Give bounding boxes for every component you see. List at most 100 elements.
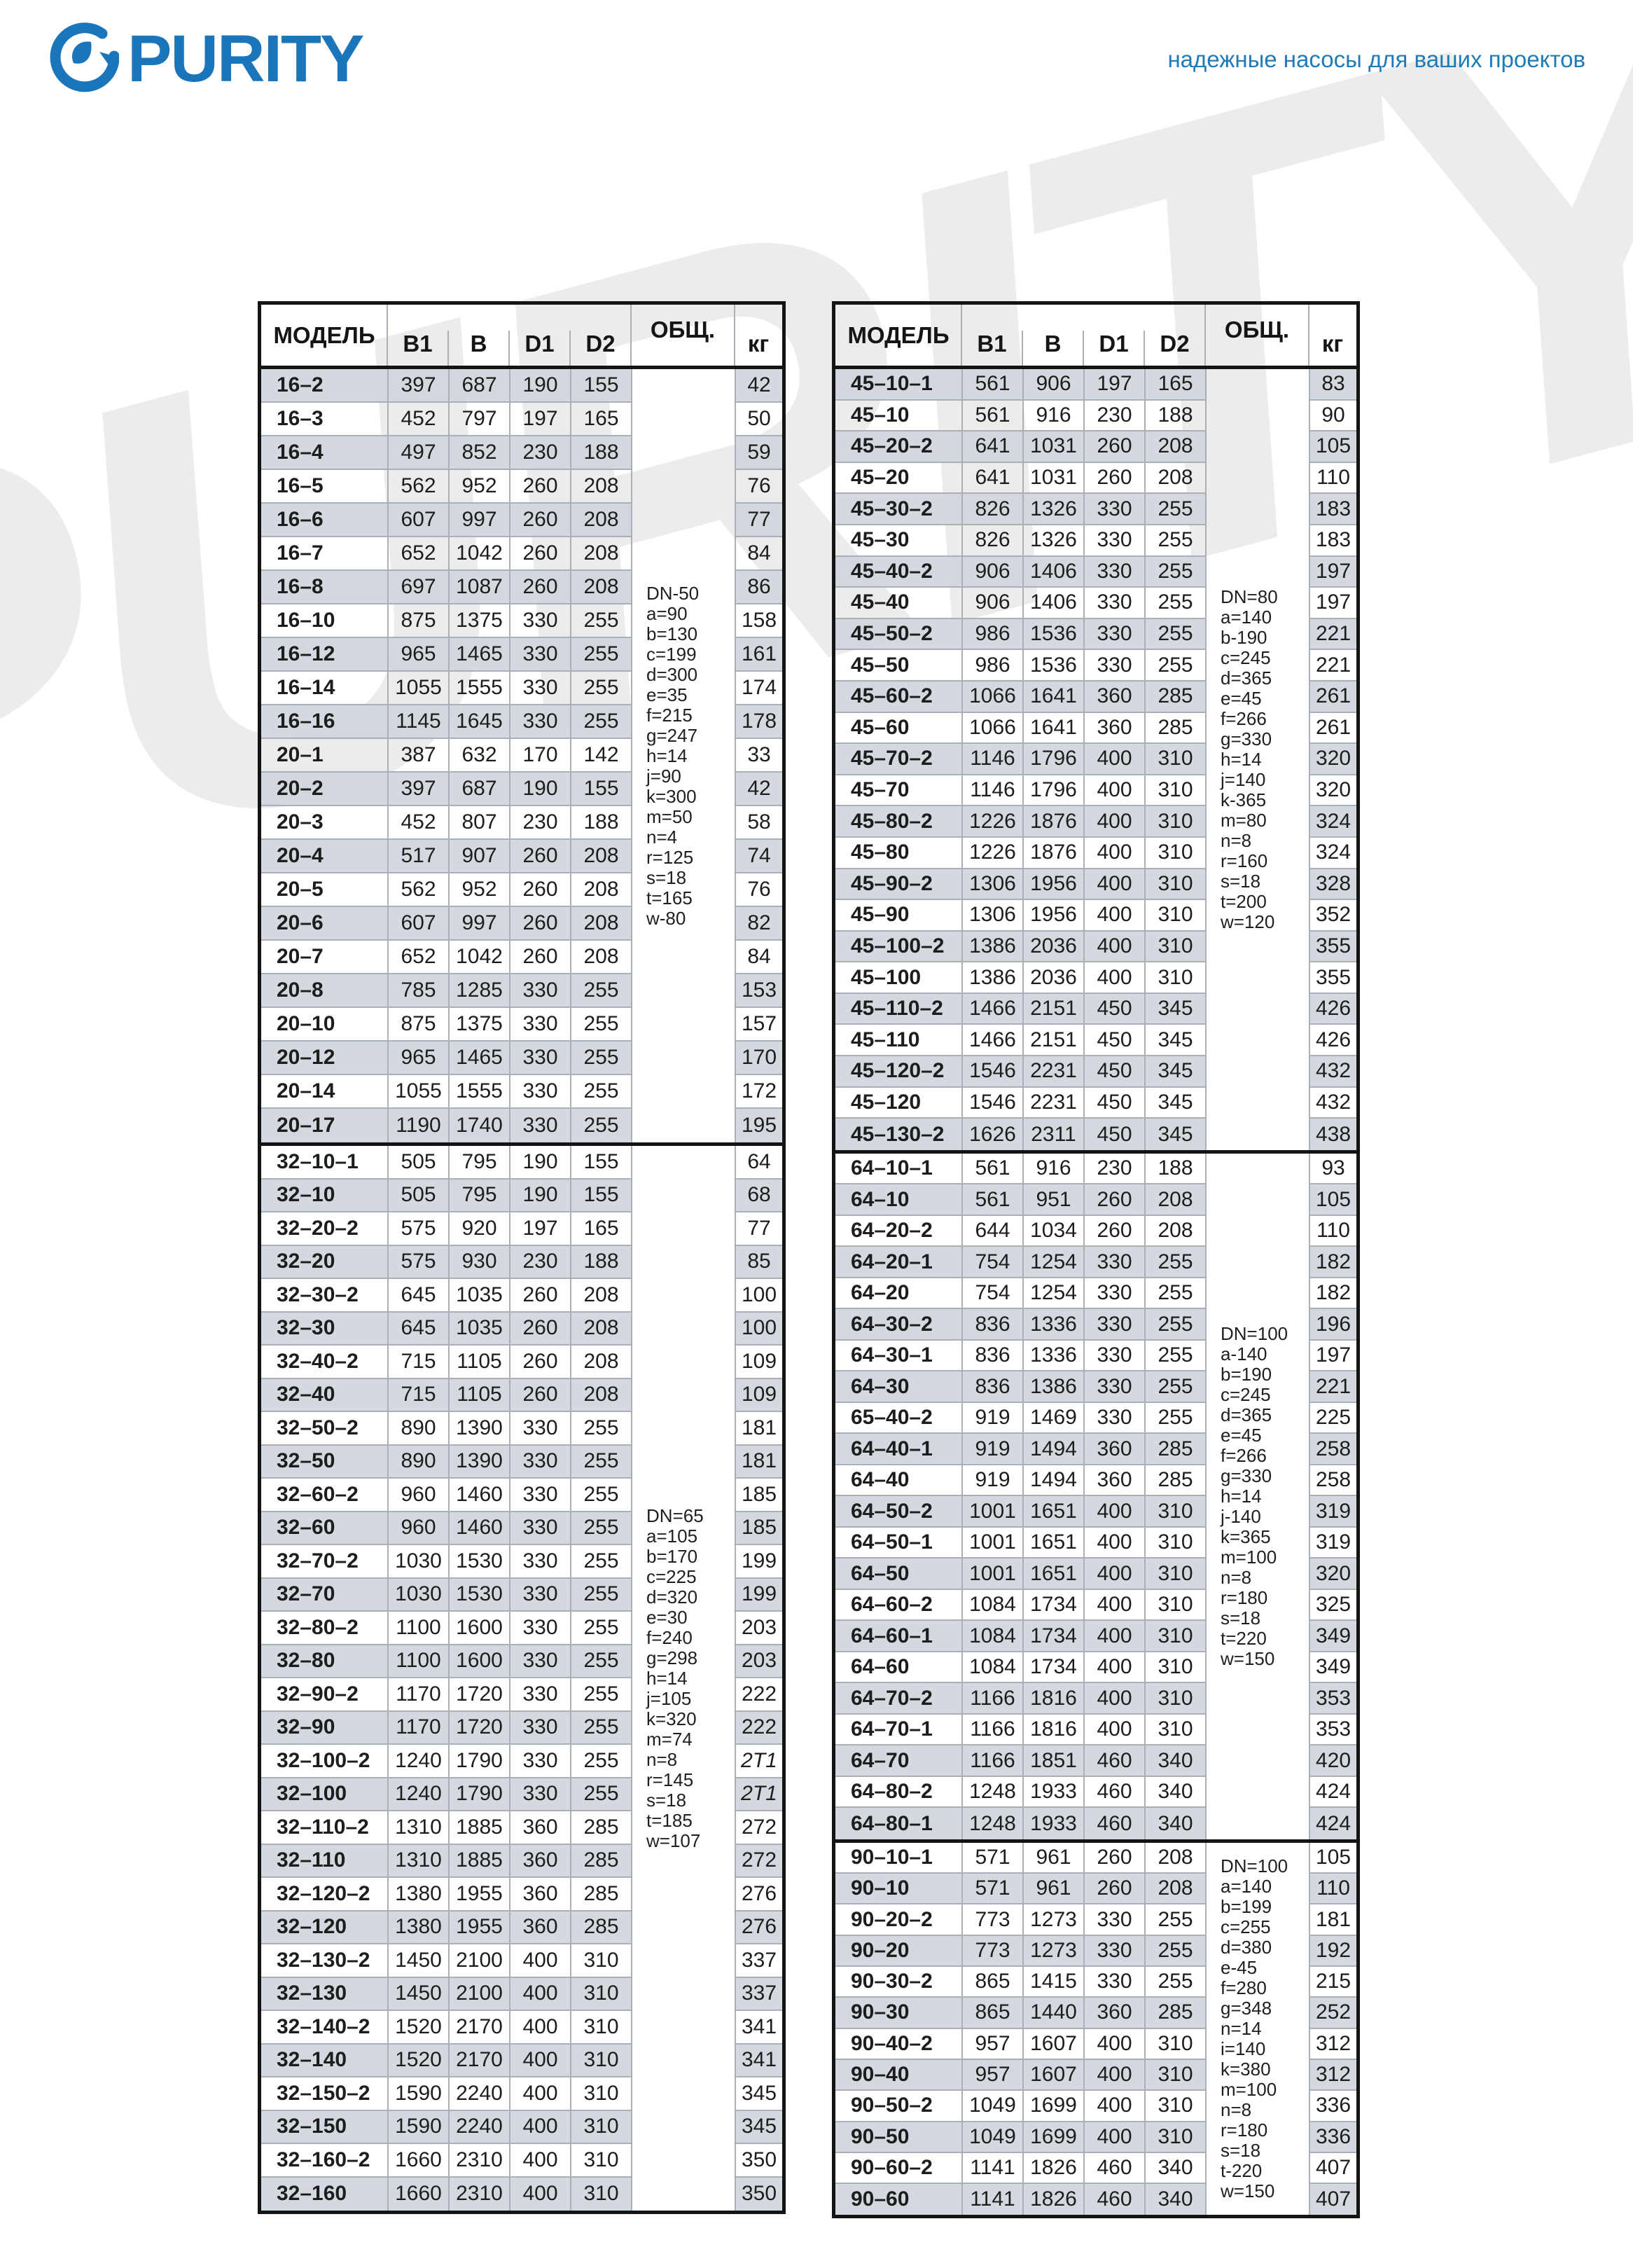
value-cell: 1956 bbox=[1022, 869, 1083, 901]
brand-logo-text: PURITY bbox=[127, 22, 364, 96]
value-cell: 230 bbox=[509, 1245, 570, 1279]
note-line: f=215 bbox=[646, 704, 693, 726]
value-cell: 255 bbox=[570, 638, 631, 672]
model-cell: 90–30 bbox=[835, 1998, 961, 2029]
value-cell: 1146 bbox=[961, 744, 1022, 775]
model-cell: 16–8 bbox=[261, 571, 387, 604]
value-cell: 330 bbox=[1083, 1309, 1144, 1341]
note-line: f=280 bbox=[1221, 1977, 1267, 1999]
value-cell: 310 bbox=[1144, 775, 1205, 807]
value-cell: 1546 bbox=[961, 1087, 1022, 1119]
kg-cell: 59 bbox=[735, 436, 782, 470]
value-cell: 1105 bbox=[448, 1378, 509, 1412]
model-cell: 45–50–2 bbox=[835, 618, 961, 651]
model-cell: 64–70–2 bbox=[835, 1683, 961, 1715]
value-cell: 345 bbox=[1144, 993, 1205, 1025]
value-cell: 255 bbox=[570, 1479, 631, 1512]
value-cell: 1600 bbox=[448, 1645, 509, 1678]
value-cell: 400 bbox=[1083, 1714, 1144, 1746]
value-cell: 561 bbox=[961, 400, 1022, 432]
kg-cell: 312 bbox=[1309, 2028, 1356, 2060]
kg-cell: 407 bbox=[1309, 2152, 1356, 2185]
model-cell: 45–20 bbox=[835, 463, 961, 495]
value-cell: 260 bbox=[509, 470, 570, 504]
value-cell: 310 bbox=[1144, 837, 1205, 869]
value-cell: 208 bbox=[570, 1346, 631, 1379]
value-cell: 340 bbox=[1144, 2184, 1205, 2215]
value-cell: 330 bbox=[509, 1042, 570, 1075]
value-cell: 285 bbox=[1144, 681, 1205, 713]
value-cell: 997 bbox=[448, 504, 509, 537]
value-cell: 400 bbox=[509, 2110, 570, 2144]
model-cell: 45–10 bbox=[835, 401, 961, 432]
note-line: DN-50 bbox=[646, 582, 700, 604]
value-cell: 330 bbox=[1083, 494, 1144, 525]
section-notes: DN=65 a=105 b=170 c=225 d=320 e=30 f=240 g=298 h… bbox=[631, 1146, 735, 2211]
value-cell: 1055 bbox=[387, 1075, 448, 1109]
value-cell: 330 bbox=[1083, 1967, 1144, 1998]
value-cell: 310 bbox=[1144, 869, 1205, 901]
value-cell: 330 bbox=[1083, 1247, 1144, 1278]
kg-cell: 261 bbox=[1309, 712, 1356, 745]
value-cell: 986 bbox=[961, 618, 1022, 651]
value-cell: 310 bbox=[1144, 744, 1205, 775]
value-cell: 1955 bbox=[448, 1911, 509, 1944]
model-cell: 45–60–2 bbox=[835, 681, 961, 713]
value-cell: 208 bbox=[1144, 462, 1205, 495]
value-cell: 961 bbox=[1022, 1874, 1083, 1905]
value-cell: 255 bbox=[570, 1109, 631, 1142]
value-cell: 1141 bbox=[961, 2184, 1022, 2215]
model-cell: 16–4 bbox=[261, 436, 387, 470]
note-line: f=266 bbox=[1221, 1444, 1267, 1466]
value-cell: 310 bbox=[1144, 806, 1205, 838]
note-line: j-140 bbox=[1221, 1505, 1261, 1527]
note-line: n=8 bbox=[1221, 2099, 1252, 2121]
value-cell: 255 bbox=[570, 1545, 631, 1579]
value-cell: 452 bbox=[387, 806, 448, 840]
value-cell: 1530 bbox=[448, 1578, 509, 1612]
value-cell: 1105 bbox=[448, 1346, 509, 1379]
value-cell: 2151 bbox=[1022, 993, 1083, 1025]
value-cell: 208 bbox=[570, 470, 631, 504]
value-cell: 1520 bbox=[387, 2011, 448, 2045]
note-line: b=170 bbox=[646, 1545, 698, 1567]
value-cell: 330 bbox=[509, 1645, 570, 1678]
note-line: n=14 bbox=[1221, 2018, 1262, 2040]
value-cell: 1734 bbox=[1022, 1652, 1083, 1684]
kg-cell: 42 bbox=[735, 773, 782, 806]
model-cell: 32–70–2 bbox=[261, 1545, 387, 1579]
value-cell: 1030 bbox=[387, 1545, 448, 1579]
value-cell: 1066 bbox=[961, 681, 1022, 713]
model-cell: 45–90 bbox=[835, 900, 961, 932]
value-cell: 310 bbox=[1144, 1652, 1205, 1684]
value-cell: 330 bbox=[509, 1612, 570, 1645]
value-cell: 1933 bbox=[1022, 1808, 1083, 1839]
value-cell: 1536 bbox=[1022, 618, 1083, 651]
kg-cell: 2T1 bbox=[735, 1778, 782, 1811]
value-cell: 255 bbox=[1144, 1340, 1205, 1372]
kg-cell: 33 bbox=[735, 739, 782, 773]
value-cell: 310 bbox=[570, 2077, 631, 2111]
value-cell: 890 bbox=[387, 1445, 448, 1479]
kg-cell: 203 bbox=[735, 1645, 782, 1678]
kg-cell: 153 bbox=[735, 974, 782, 1008]
value-cell: 208 bbox=[1144, 1842, 1205, 1874]
note-line: m=50 bbox=[646, 805, 693, 827]
model-cell: 64–40–1 bbox=[835, 1434, 961, 1465]
kg-cell: 181 bbox=[735, 1445, 782, 1479]
column-header-d2: D2 bbox=[1144, 305, 1205, 366]
value-cell: 1450 bbox=[387, 1944, 448, 1978]
value-cell: 1254 bbox=[1022, 1247, 1083, 1278]
value-cell: 1465 bbox=[448, 1042, 509, 1075]
value-cell: 826 bbox=[961, 525, 1022, 557]
value-cell: 1141 bbox=[961, 2152, 1022, 2185]
value-cell: 1306 bbox=[961, 869, 1022, 901]
value-cell: 952 bbox=[448, 873, 509, 907]
model-cell: 64–50 bbox=[835, 1558, 961, 1590]
note-line: s=18 bbox=[1221, 1607, 1261, 1629]
value-cell: 1166 bbox=[961, 1683, 1022, 1715]
value-cell: 208 bbox=[570, 873, 631, 907]
value-cell: 360 bbox=[509, 1844, 570, 1878]
value-cell: 330 bbox=[509, 1008, 570, 1042]
value-cell: 1796 bbox=[1022, 775, 1083, 807]
